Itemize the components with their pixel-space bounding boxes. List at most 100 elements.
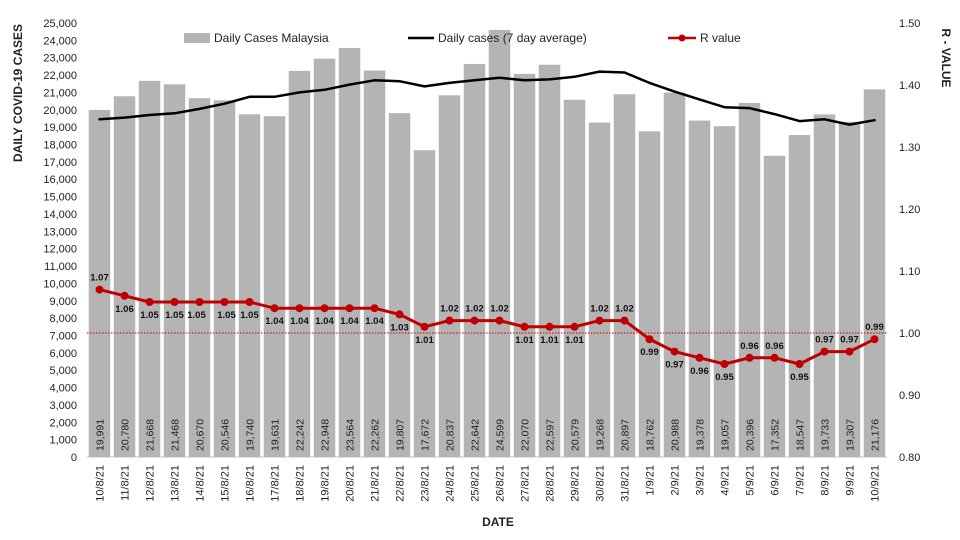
r-value-label: 1.05: [187, 310, 206, 321]
y-axis-title: DAILY COVID-19 CASES: [11, 24, 25, 162]
r-value-point: [845, 347, 854, 356]
bar: [688, 120, 711, 457]
y-tick-label: 22,000: [43, 70, 77, 82]
y-tick-label: 0: [71, 452, 77, 464]
r-value-point: [445, 316, 454, 325]
r-value-label: 0.99: [640, 347, 659, 358]
bar-value-label: 20,897: [620, 419, 632, 451]
bar-value-label: 20,837: [445, 419, 457, 451]
y-tick-label: 11,000: [44, 261, 77, 273]
x-tick-label: 26/8/21: [495, 465, 507, 502]
y-tick-label: 1,000: [49, 435, 77, 447]
y-tick-label: 12,000: [43, 244, 77, 256]
bar-value-label: 19,268: [595, 419, 607, 451]
y2-tick-label: 1.00: [899, 328, 920, 340]
bar-value-label: 19,378: [695, 419, 707, 451]
bar: [238, 114, 261, 457]
bar-value-label: 18,762: [645, 419, 657, 451]
r-value-point: [270, 304, 279, 313]
r-value-label: 0.96: [765, 341, 784, 352]
y-tick-label: 10,000: [43, 278, 77, 290]
bar: [513, 73, 536, 457]
y2-tick-label: 1.50: [899, 18, 920, 30]
y2-tick-label: 1.40: [899, 80, 920, 92]
r-value-point: [795, 360, 804, 368]
bar: [788, 135, 811, 457]
r-value-label: 1.03: [390, 322, 409, 333]
x-tick-label: 10/8/21: [95, 465, 107, 502]
r-value-label: 1.01: [515, 335, 534, 346]
y-tick-label: 3,000: [49, 400, 77, 412]
r-value-point: [695, 353, 704, 362]
y-tick-label: 24,000: [43, 35, 77, 47]
bar-value-label: 20,780: [120, 419, 132, 451]
r-value-point: [245, 298, 254, 306]
bar: [313, 58, 336, 458]
bar: [413, 150, 436, 457]
r-value-label: 1.02: [440, 304, 459, 315]
r-value-point: [495, 316, 504, 325]
bar-value-label: 20,988: [670, 419, 682, 451]
y2-tick-label: 1.10: [899, 266, 920, 278]
bar-value-label: 19,733: [820, 419, 832, 451]
r-value-point: [195, 298, 204, 306]
x-tick-label: 27/8/21: [520, 465, 532, 502]
r-value-label: 1.02: [615, 304, 634, 315]
bar: [613, 94, 636, 457]
bar: [763, 155, 786, 457]
r-value-label: 1.02: [590, 304, 609, 315]
x-tick-label: 9/9/21: [845, 465, 857, 496]
y2-tick-label: 0.90: [899, 390, 920, 402]
bar-value-label: 19,807: [395, 419, 407, 451]
y-tick-label: 23,000: [43, 53, 77, 65]
x-tick-label: 19/8/21: [320, 465, 332, 502]
x-tick-label: 4/9/21: [720, 465, 732, 496]
y-tick-label: 16,000: [43, 174, 77, 186]
y-tick-label: 15,000: [43, 192, 77, 204]
x-tick-label: 13/8/21: [170, 465, 182, 502]
y-tick-label: 13,000: [43, 226, 77, 238]
x-tick-label: 21/8/21: [370, 465, 382, 502]
bar-value-label: 19,307: [845, 419, 857, 451]
legend-r-marker: [678, 34, 686, 42]
x-tick-label: 17/8/21: [270, 465, 282, 502]
y-tick-label: 14,000: [43, 209, 77, 221]
x-tick-label: 16/8/21: [245, 465, 257, 502]
x-tick-label: 10/9/21: [870, 465, 882, 502]
bar-value-label: 20,670: [195, 419, 207, 451]
y-tick-label: 21,000: [43, 87, 77, 99]
bar: [663, 92, 686, 458]
bar-value-label: 23,564: [345, 419, 357, 451]
x-tick-label: 24/8/21: [445, 465, 457, 502]
r-value-label: 1.04: [290, 316, 309, 327]
r-value-label: 1.05: [140, 310, 159, 321]
r-value-label: 1.01: [540, 335, 559, 346]
y2-tick-label: 1.20: [899, 204, 920, 216]
r-value-point: [420, 322, 429, 331]
bar-value-label: 21,468: [170, 419, 182, 451]
r-value-point: [645, 335, 654, 344]
bar-value-label: 20,579: [570, 419, 582, 451]
r-value-label: 0.97: [815, 335, 834, 346]
r-value-label: 1.05: [240, 310, 259, 321]
bar-value-label: 19,740: [245, 419, 257, 451]
bar: [563, 99, 586, 457]
r-value-point: [745, 353, 754, 362]
r-value-point: [770, 353, 779, 362]
bar-value-label: 19,991: [95, 419, 107, 451]
bar: [638, 131, 661, 457]
r-value-point: [145, 298, 154, 306]
x-tick-label: 25/8/21: [470, 465, 482, 502]
r-value-point: [395, 310, 404, 319]
r-value-point: [170, 298, 179, 306]
bar: [113, 96, 136, 457]
r-value-point: [120, 291, 129, 300]
bar: [138, 80, 161, 458]
r-value-label: 0.96: [690, 366, 709, 377]
y-tick-label: 6,000: [49, 348, 77, 360]
x-tick-label: 20/8/21: [345, 465, 357, 502]
r-value-point: [545, 322, 554, 331]
x-tick-label: 6/9/21: [770, 465, 782, 496]
bar-value-label: 22,242: [295, 419, 307, 451]
y-tick-label: 20,000: [43, 105, 77, 117]
